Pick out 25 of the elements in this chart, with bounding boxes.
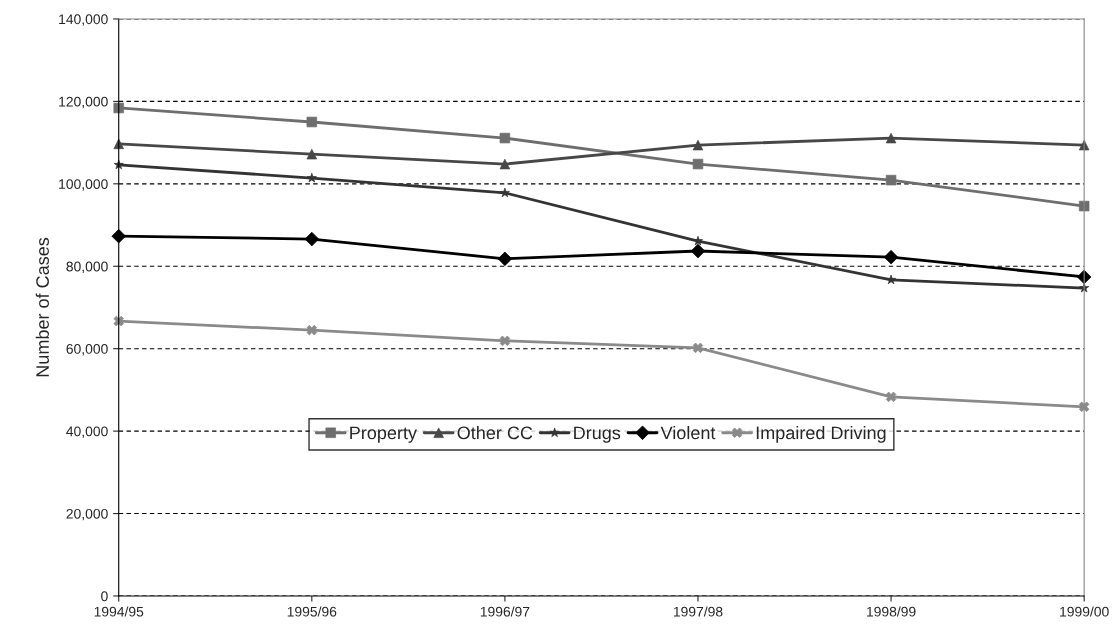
- point: [885, 174, 897, 186]
- y-tick-label: 80,000: [66, 261, 108, 274]
- x-tick-label: 1999/00: [1060, 606, 1109, 617]
- y-tick-label: 20,000: [66, 508, 108, 521]
- y-axis-title: Number of Cases: [35, 237, 49, 377]
- legend-label: Property: [350, 426, 417, 443]
- y-tick-label: 60,000: [66, 344, 108, 356]
- x-tick-label: 1996/97: [480, 606, 530, 617]
- legend-label: Violent: [660, 426, 716, 440]
- legend-label: Impaired Driving: [756, 426, 886, 443]
- point: [692, 158, 704, 170]
- x-tick-label: 1994/95: [94, 606, 144, 617]
- y-tick-label: 140,000: [59, 14, 108, 26]
- y-tick-label: 120,000: [59, 96, 108, 109]
- y-tick-label: 0: [101, 591, 108, 602]
- legend-label: Other CC: [457, 426, 533, 440]
- x-tick-label: 1995/96: [287, 606, 337, 617]
- point: [499, 132, 511, 144]
- y-tick-label: 40,000: [66, 426, 108, 438]
- x-tick-label: 1998/99: [867, 606, 916, 617]
- point: [306, 116, 318, 128]
- y-tick-label: 100,000: [59, 179, 108, 191]
- legend-label: Drugs: [574, 426, 621, 443]
- x-tick-label: 1997/98: [673, 606, 723, 617]
- point: [304, 231, 320, 247]
